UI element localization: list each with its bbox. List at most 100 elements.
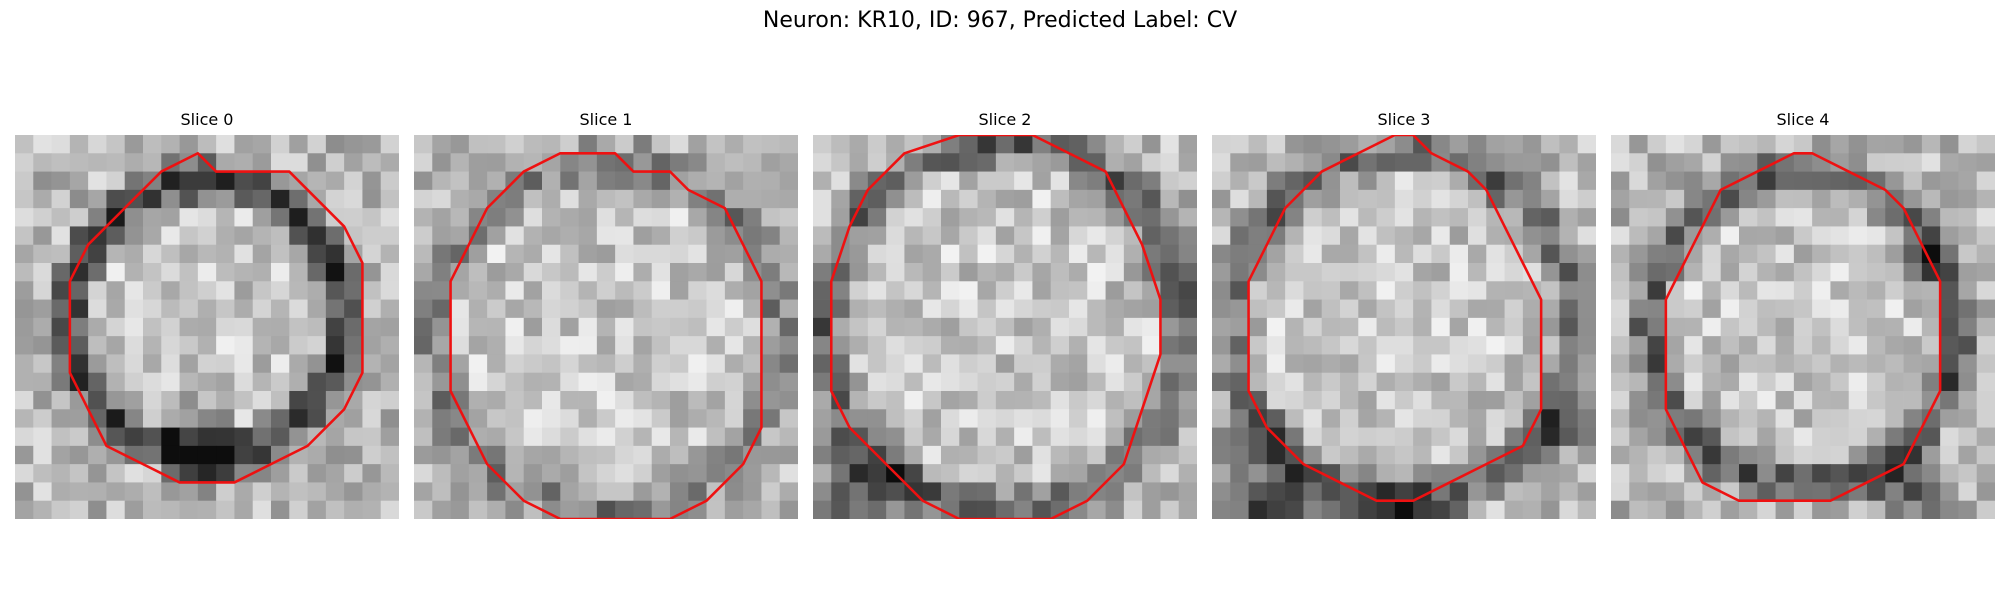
pixel [1867,299,1886,319]
pixel [688,281,707,300]
pixel [307,464,327,483]
pixel [1775,500,1795,519]
pixel [468,482,488,502]
pixel [124,427,144,447]
pixel [1105,244,1125,264]
pixel [1958,244,1978,264]
pixel [1069,189,1088,209]
pixel [977,500,997,519]
pixel [179,427,199,447]
pixel [1266,226,1286,246]
pixel [179,244,199,264]
pixel [161,281,180,300]
pixel [615,354,634,374]
pixel [468,372,488,392]
pixel [1087,299,1106,319]
pixel [1394,317,1414,337]
pixel [1684,354,1703,374]
pixel [995,171,1015,191]
pixel [1903,226,1923,246]
pixel [1702,464,1722,483]
pixel [1123,135,1143,154]
pixel [1522,153,1542,172]
pixel [380,208,399,227]
pixel [1105,336,1125,355]
pixel [1611,464,1630,483]
pixel [743,135,762,154]
pixel [505,445,525,465]
pixel [867,281,887,300]
pixel [1739,189,1758,209]
pixel [1468,317,1487,337]
pixel [51,317,71,337]
pixel [761,171,781,191]
pixel [743,464,762,483]
pixel [1142,299,1161,319]
pixel [941,153,960,172]
pixel [1848,299,1868,319]
pixel [69,171,89,191]
pixel [670,317,689,337]
pixel [1885,171,1904,191]
pixel [523,153,543,172]
pixel [1014,135,1033,154]
pixel [216,391,235,410]
pixel [1069,171,1088,191]
pixel [615,317,634,337]
pixel [831,135,850,154]
pixel [51,171,71,191]
pixel [1885,153,1904,172]
pixel [1848,500,1868,519]
pixel [450,482,470,502]
pixel [1940,427,1959,447]
pixel [487,281,506,300]
pixel [995,244,1015,264]
pixel [831,409,850,428]
pixel [344,299,363,319]
pixel [1230,263,1249,282]
pixel [161,372,180,392]
pixel [505,244,525,264]
pixel [124,317,144,337]
pixel [362,445,382,465]
pixel [380,317,399,337]
pixel [542,299,561,319]
pixel [706,299,726,319]
pixel [1812,135,1831,154]
pixel [1665,153,1685,172]
pixel [849,208,869,227]
pixel [813,299,832,319]
pixel [849,445,869,465]
pixel [1921,445,1941,465]
grayscale-pixels [1212,135,1596,519]
pixel [362,372,382,392]
pixel [1123,171,1143,191]
pixel [1050,208,1070,227]
pixel [1629,208,1648,227]
pixel [1303,263,1323,282]
pixel [271,372,290,392]
pixel [33,482,52,502]
pixel [1431,189,1451,209]
pixel [706,372,726,392]
pixel [1647,189,1667,209]
pixel [706,208,726,227]
pixel [1230,427,1249,447]
pixel [1848,427,1868,447]
pixel [161,263,180,282]
pixel [542,354,561,374]
pixel [271,153,290,172]
pixel [362,171,382,191]
pixel [1702,482,1722,502]
pixel [1486,391,1505,410]
pixel [51,336,71,355]
pixel [106,391,126,410]
pixel [1504,464,1524,483]
pixel [1793,464,1813,483]
pixel [1340,464,1359,483]
pixel [1504,208,1524,227]
pixel [1739,317,1758,337]
pixel [1577,464,1596,483]
pixel [289,336,308,355]
pixel [1321,208,1341,227]
